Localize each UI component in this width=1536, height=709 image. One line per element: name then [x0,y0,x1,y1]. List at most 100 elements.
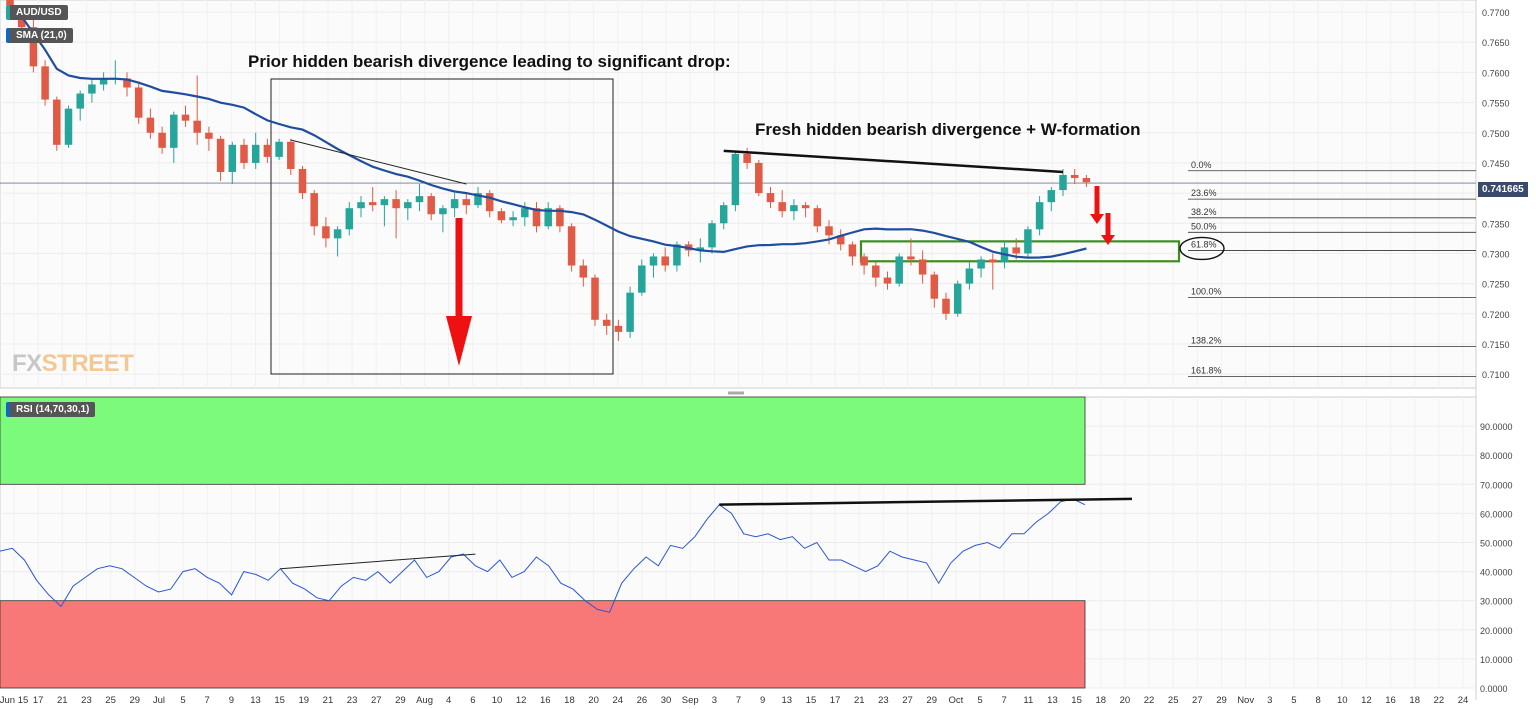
candle-body [263,144,272,157]
x-tick-label: 18 [1409,695,1420,706]
fib-level-label: 0.0% [1191,160,1212,170]
candle-body [368,202,377,206]
candle-body [556,208,564,227]
small-drop-arrow-2-head [1101,235,1115,245]
candle-body [509,217,517,221]
candle-body [392,199,400,209]
x-tick-label: 25 [1168,695,1179,706]
candle-body [275,141,283,157]
x-tick-label: 5 [1291,695,1296,706]
candle-body [907,256,915,260]
fib-level-label: 61.8% [1191,239,1217,249]
price-tick-label: 0.7150 [1482,340,1510,350]
candle-body [1012,247,1020,254]
price-tick-label: 0.7500 [1482,129,1510,139]
x-tick-label: 15 [274,695,285,706]
candle-body [895,256,903,284]
annotation-prior-divergence: Prior hidden bearish divergence leading … [248,52,731,71]
chart-grid [0,0,1477,700]
candle-body [474,193,482,206]
fresh-price-trendline [723,149,1064,174]
candle-body [146,117,155,133]
rsi-zones [0,396,1086,689]
x-tick-label: 30 [661,695,672,706]
fib-level-label: 38.2% [1191,207,1217,217]
x-tick-label: 15 [806,695,817,706]
axis-labels: 0.77000.76500.76000.75500.75000.74500.74… [0,8,1513,706]
candle-body [193,120,201,133]
candle-body [673,244,681,266]
x-tick-label: Sep [682,695,699,706]
candle-body [602,319,611,326]
prior-rsi-trendline [280,553,476,570]
big-drop-arrow-head [446,316,472,366]
x-tick-label: 3 [712,695,717,706]
candle-body [719,205,728,224]
x-tick-label: 27 [371,695,382,706]
candle-body [532,208,541,227]
candle-body [766,193,775,203]
rsi-tick-label: 10.0000 [1480,655,1513,665]
sma-legend-badge[interactable]: SMA (21,0) [6,28,73,43]
symbol-badge[interactable]: AUD/USD [6,5,68,20]
big-drop-arrow-shaft [455,218,463,316]
x-tick-label: 7 [736,695,741,706]
candle-body [965,268,974,284]
price-tick-label: 0.7600 [1482,68,1510,78]
candle-body [1070,174,1079,179]
candle-body [497,211,506,221]
rsi-line-layer [0,498,1086,613]
trendlines-and-arrows [280,139,1133,570]
candle-body [228,144,237,172]
current-price-tag: 0.741665 [1478,182,1528,197]
candle-body [170,114,178,148]
x-tick-label: 26 [637,695,648,706]
candle-body [591,277,599,320]
x-tick-label: 29 [129,695,140,706]
candle-body [755,162,763,194]
candle-body [918,259,927,275]
price-tick-label: 0.7450 [1482,159,1510,169]
candle-body [53,99,61,145]
annotation-boxes [270,78,1181,375]
x-tick-label: 23 [347,695,358,706]
candle-body [731,153,740,206]
candle-body [579,265,588,278]
candle-body [205,132,213,139]
candle-body [1059,174,1067,191]
x-tick-label: 21 [57,695,68,706]
price-tick-label: 0.7350 [1482,219,1510,229]
candle-body [1035,202,1044,230]
x-tick-label: Oct [948,695,963,706]
watermark-fx: FX [12,350,42,377]
candle-body [1047,190,1056,203]
candle-body [989,259,997,263]
candle-body [462,199,471,206]
x-tick-label: 24 [612,695,623,706]
candle-body [872,265,880,278]
x-tick-label: 12 [1361,695,1372,706]
price-tick-label: 0.7250 [1482,280,1510,290]
x-tick-label: 7 [1002,695,1007,706]
rsi-tick-label: 90.0000 [1480,422,1513,432]
price-tick-label: 0.7300 [1482,249,1510,259]
x-tick-label: 23 [878,695,889,706]
fib-level-label: 138.2% [1191,335,1222,345]
candle-body [357,202,365,209]
prior-divergence-box [270,78,614,375]
candle-body [29,27,38,67]
candle-body [942,298,950,314]
candle-body [134,87,143,118]
candle-body [626,292,634,332]
fib-level-label: 161.8% [1191,366,1222,376]
rsi-tick-label: 80.0000 [1480,451,1513,461]
rsi-tick-label: 20.0000 [1480,626,1513,636]
fib-level-label: 23.6% [1191,188,1217,198]
candle-body [790,205,798,212]
candle-body [64,108,73,145]
price-tick-label: 0.7700 [1482,8,1510,18]
rsi-tick-label: 50.0000 [1480,539,1513,549]
candle-body [930,274,939,299]
rsi-legend-badge[interactable]: RSI (14,70,30,1) [6,402,96,417]
